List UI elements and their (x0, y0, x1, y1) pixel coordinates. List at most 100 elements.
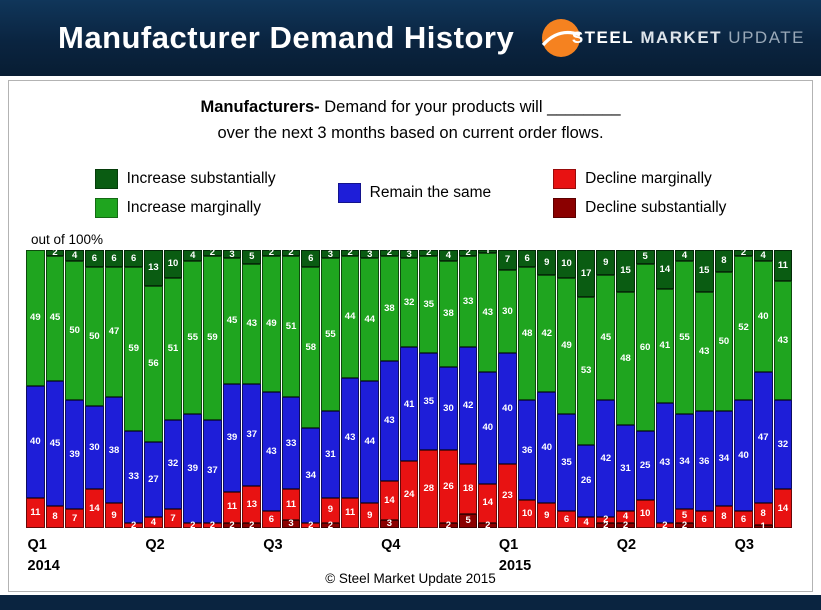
legend-label: Decline substantially (585, 198, 727, 216)
x-axis-label: Q3 (263, 537, 283, 554)
bar-column: 4 55 34 5 2 (675, 250, 694, 530)
segment-value: 11 (30, 507, 41, 519)
bar-segment: 47 (104, 266, 124, 398)
bar-segment: 33 (458, 255, 478, 348)
bar-segment: 5 (458, 514, 478, 529)
bar-segment: 11 (773, 250, 793, 281)
segment-value: 2 (622, 519, 629, 531)
bar-segment: 40 (753, 261, 773, 373)
segment-value: 2 (229, 519, 235, 531)
segment-value: 6 (701, 514, 707, 525)
bar-segment: 4 (439, 250, 458, 262)
bar-segment: 50 (85, 266, 104, 406)
bar-column: 10 51 32 7 (163, 250, 183, 529)
segment-value: 4 (583, 516, 589, 528)
bar-segment: 6 (85, 250, 104, 267)
segment-value: 37 (246, 429, 258, 441)
segment-value: 11 (777, 259, 788, 271)
bar-segment: 59 (203, 255, 222, 420)
bar-segment: 36 (694, 411, 714, 512)
segment-value: 8 (760, 508, 766, 520)
legend-item: Decline substantially (553, 197, 727, 218)
segment-value: 4 (190, 249, 196, 261)
segment-value: 2 (740, 247, 747, 259)
segment-value: 4 (150, 516, 157, 528)
increase-substantially-swatch (94, 168, 118, 189)
bar-segment: 14 (773, 489, 793, 529)
segment-value: 6 (111, 252, 117, 264)
bar-segment: 2 (203, 248, 222, 257)
segment-value: 9 (111, 509, 117, 521)
bar-segment: 11 (26, 497, 45, 529)
segment-value: 2 (308, 519, 314, 531)
segment-value: 2 (249, 519, 255, 531)
segment-value: 45 (49, 437, 61, 449)
bar-segment: 32 (399, 258, 419, 348)
segment-value: 2 (426, 247, 432, 259)
bar-segment: 2 (596, 515, 616, 524)
segment-value: 47 (757, 432, 769, 443)
segment-value: 36 (521, 444, 533, 456)
segment-value: 5 (642, 251, 648, 263)
bar-column: 2 52 40 6 (734, 247, 753, 529)
bar-column: 2 59 37 2 (203, 248, 222, 530)
bar-segment: 7 (163, 508, 183, 529)
bar-segment: 31 (321, 411, 340, 498)
segment-value: 10 (167, 258, 179, 270)
segment-value: 6 (524, 252, 530, 264)
bar-segment: 11 (222, 491, 242, 523)
bar-segment: 14 (655, 250, 675, 290)
segment-value: 39 (69, 448, 80, 460)
bar-segment: 32 (773, 400, 793, 490)
bar-segment: 30 (85, 405, 104, 490)
bar-segment: 48 (517, 266, 537, 401)
subtitle-bold: Manufacturers- (200, 98, 320, 116)
bar-column: 7 30 40 23 (498, 250, 517, 529)
bar-segment: 9 (596, 250, 616, 276)
bar-segment: 9 (360, 503, 380, 529)
segment-value: 8 (52, 511, 58, 523)
segment-value: 13 (148, 262, 159, 274)
segment-value: 3 (327, 248, 334, 260)
remain-same-swatch (337, 183, 361, 204)
segment-value: 34 (679, 455, 690, 467)
bar-segment: 50 (65, 261, 85, 401)
bar-segment: 6 (517, 250, 537, 267)
bar-column: 13 56 27 4 (144, 250, 163, 529)
segment-value: 55 (679, 331, 690, 343)
segment-value: 5 (465, 515, 471, 527)
bar-segment: 10 (163, 250, 183, 278)
segment-value: 40 (738, 450, 749, 462)
bar-segment: 44 (360, 258, 380, 381)
bar-segment: 2 (301, 519, 321, 531)
bar-segment: 59 (124, 266, 144, 431)
segment-value: 1 (485, 245, 491, 257)
bar-column: 3 44 44 9 (360, 250, 380, 529)
bar-segment: 33 (281, 397, 301, 490)
bar-segment: 51 (281, 255, 301, 398)
segment-value: 4 (72, 249, 78, 261)
bar-segment: 13 (242, 486, 262, 523)
bar-segment: 6 (694, 511, 714, 529)
bar-segment: 3 (321, 248, 340, 260)
bar-segment: 27 (144, 441, 163, 517)
bar-segment: 8 (714, 505, 734, 529)
bar-segment: 3 (222, 250, 242, 259)
bar-segment: 8 (753, 503, 773, 526)
bar-segment: 2 (419, 247, 439, 259)
bar-segment: 42 (458, 347, 478, 465)
bar-segment: 4 (144, 516, 163, 529)
bar-segment: 23 (498, 464, 517, 529)
x-axis-label: Q3 (734, 537, 754, 554)
decline-marginally-swatch (553, 168, 577, 189)
bar-segment: 37 (242, 383, 262, 487)
segment-value: 5 (681, 509, 688, 521)
segment-value: 44 (344, 311, 356, 323)
segment-value: 3 (406, 248, 412, 260)
bar-segment: 47 (753, 372, 773, 504)
segment-value: 43 (266, 445, 277, 457)
bar-column: 11 43 32 14 (773, 250, 793, 529)
segment-value: 8 (721, 511, 727, 523)
bar-segment: 2 (321, 521, 340, 530)
bar-column: 3 55 31 9 2 (321, 248, 340, 530)
